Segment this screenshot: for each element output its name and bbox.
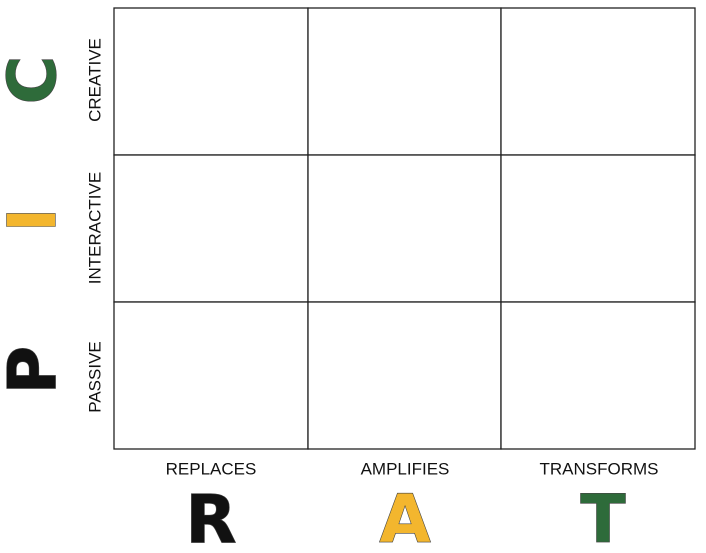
cell bbox=[113, 154, 309, 303]
row-label: CREATIVE bbox=[85, 38, 104, 122]
cell bbox=[307, 301, 502, 450]
row-letter: C bbox=[0, 56, 71, 104]
cell bbox=[500, 154, 696, 303]
row-label: INTERACTIVE bbox=[85, 172, 104, 284]
row-letter: P bbox=[0, 346, 71, 394]
column-letter: R bbox=[186, 481, 237, 553]
cell bbox=[307, 7, 502, 156]
grid bbox=[113, 7, 696, 450]
column-label: AMPLIFIES bbox=[361, 459, 450, 478]
column-letter: T bbox=[580, 481, 625, 553]
cell bbox=[113, 301, 309, 450]
column-letter: A bbox=[379, 481, 430, 553]
cell bbox=[500, 7, 696, 156]
cell bbox=[500, 301, 696, 450]
row-label: PASSIVE bbox=[85, 341, 104, 413]
cell bbox=[307, 154, 502, 303]
column-label: REPLACES bbox=[166, 459, 257, 478]
row-letter: I bbox=[0, 208, 71, 233]
column-label: TRANSFORMS bbox=[540, 459, 659, 478]
cell bbox=[113, 7, 309, 156]
